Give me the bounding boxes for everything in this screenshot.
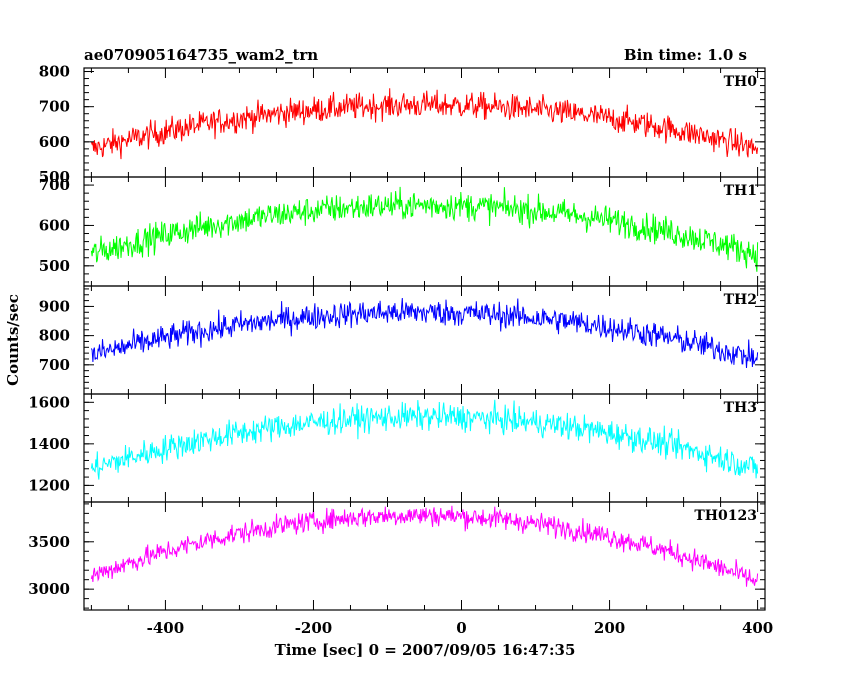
y-tick-label: 900 bbox=[39, 297, 70, 315]
series-line-th0123 bbox=[90, 505, 759, 587]
panel-label-th3: TH3 bbox=[724, 400, 757, 416]
y-tick-label: 500 bbox=[39, 257, 70, 275]
light-curve-panels: 500 600 700 800 TH0 500 600 700 TH1 700 800 900 TH2 1… bbox=[28, 63, 766, 611]
x-axis: -400 -200 0 200 400 bbox=[147, 619, 774, 637]
bin-time-label: Bin time: 1.0 s bbox=[624, 46, 747, 64]
series-line-th1 bbox=[90, 186, 759, 272]
series-line-th3 bbox=[90, 399, 759, 480]
x-tick-label: 200 bbox=[594, 619, 625, 637]
y-tick-label: 800 bbox=[39, 327, 70, 345]
x-tick-label: 400 bbox=[742, 619, 773, 637]
chart-title: ae070905164735_wam2_trn bbox=[84, 46, 318, 64]
panel-label-th0: TH0 bbox=[724, 74, 758, 90]
x-tick-label: 0 bbox=[456, 619, 466, 637]
panel-frame bbox=[83, 67, 766, 178]
panel-th3: 1200 1400 1600 TH3 bbox=[28, 393, 766, 503]
y-tick-label: 700 bbox=[39, 176, 70, 194]
y-tick-label: 3500 bbox=[28, 533, 70, 551]
x-tick-label: -400 bbox=[147, 619, 185, 637]
y-tick-label: 1200 bbox=[28, 476, 70, 494]
panel-label-th1: TH1 bbox=[724, 183, 757, 199]
series-line-th2 bbox=[90, 297, 759, 369]
x-axis-title: Time [sec] 0 = 2007/09/05 16:47:35 bbox=[275, 641, 576, 659]
panel-th0: 500 600 700 800 TH0 bbox=[39, 63, 766, 186]
y-tick-label: 600 bbox=[39, 133, 70, 151]
panel-frame bbox=[83, 285, 766, 395]
panel-th0123: 3000 3500 TH0123 bbox=[28, 501, 766, 611]
panel-label-th0123: TH0123 bbox=[694, 508, 757, 524]
y-axis-title: Counts/sec bbox=[4, 294, 22, 386]
x-tick-label: -200 bbox=[295, 619, 333, 637]
panel-th2: 700 800 900 TH2 bbox=[39, 285, 766, 395]
y-tick-label: 700 bbox=[39, 98, 70, 116]
panel-th1: 500 600 700 TH1 bbox=[39, 176, 766, 287]
y-tick-label: 800 bbox=[39, 63, 70, 81]
y-tick-label: 3000 bbox=[28, 580, 70, 598]
y-tick-label: 1600 bbox=[28, 393, 70, 411]
series-line-th0 bbox=[90, 88, 759, 160]
y-tick-label: 600 bbox=[39, 216, 70, 234]
y-tick-label: 700 bbox=[39, 356, 70, 374]
y-tick-label: 1400 bbox=[28, 435, 70, 453]
panel-label-th2: TH2 bbox=[724, 292, 757, 308]
y-tick-label: 500 bbox=[39, 168, 70, 186]
